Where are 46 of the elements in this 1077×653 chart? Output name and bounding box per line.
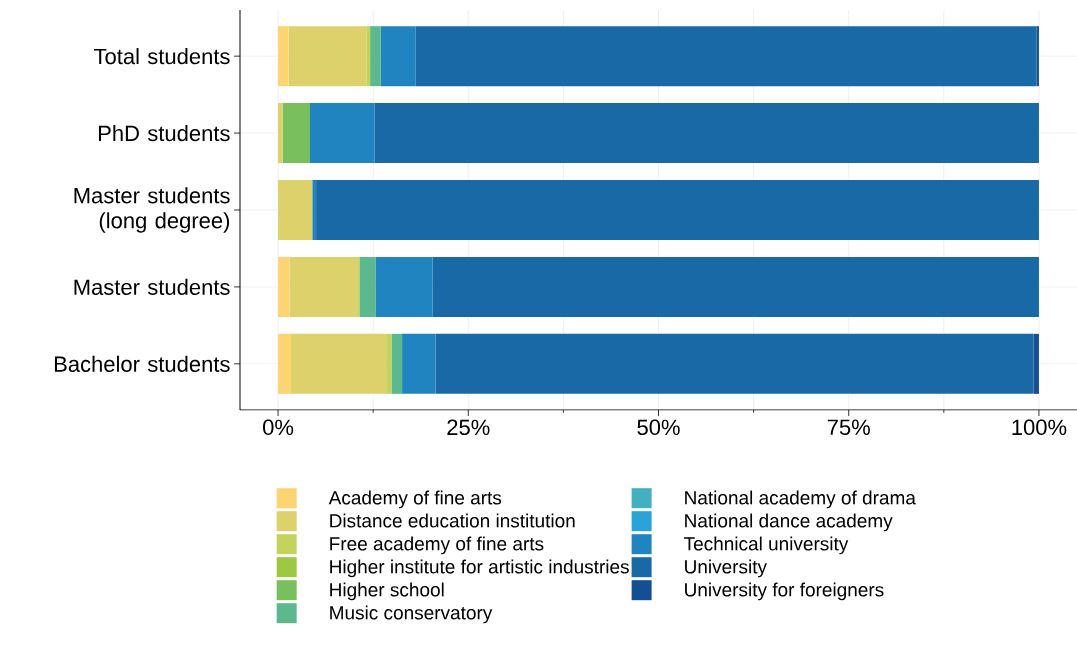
y-tick-label: Master students [74,278,230,295]
x-tick-label: 75% [827,419,870,436]
y-tick-label: Bachelor students [54,355,230,372]
bar [391,333,403,394]
bar [435,333,1034,394]
y-tick-label: Master students (long degree) [74,187,230,233]
x-tick-label: 100% [1012,419,1067,436]
bar [310,103,375,164]
bar [282,103,311,164]
bar [380,26,416,87]
legend-label: Distance education institution [330,513,575,528]
bar [366,26,371,87]
bar [432,256,1039,317]
bar [278,256,290,317]
bar [278,333,291,394]
x-tick-label: 0% [263,419,294,436]
bar [370,26,381,87]
legend-label: Higher institute for artistic industries [330,559,629,578]
x-tick-label: 50% [637,419,680,436]
bar [402,333,436,394]
legend-label: Higher school [330,582,444,601]
bar [375,256,433,317]
bar [278,103,283,164]
x-tick-label: 25% [447,419,490,436]
bar [1033,333,1039,394]
bar [290,333,387,394]
y-tick-label: Total students [94,48,230,65]
bar [374,103,1039,164]
legend-label: Technical university [684,536,849,555]
bar [359,256,376,317]
legend-label: Academy of fine arts [328,490,502,509]
bar [386,333,392,394]
legend-label: Free academy of fine arts [330,536,544,555]
legend-label: Music conservatory [330,605,493,624]
bar [288,26,367,87]
bar [415,26,1037,87]
bar [316,180,1039,240]
legend-label: National dance academy [685,513,893,532]
y-tick-label: PhD students [98,124,230,142]
legend-label: University for foreigners [685,582,884,601]
legend-label: National academy of drama [685,490,916,509]
bar [289,256,358,317]
legend-label: University [685,559,767,578]
bar [278,26,289,87]
bar [312,180,317,240]
bar [278,180,313,240]
